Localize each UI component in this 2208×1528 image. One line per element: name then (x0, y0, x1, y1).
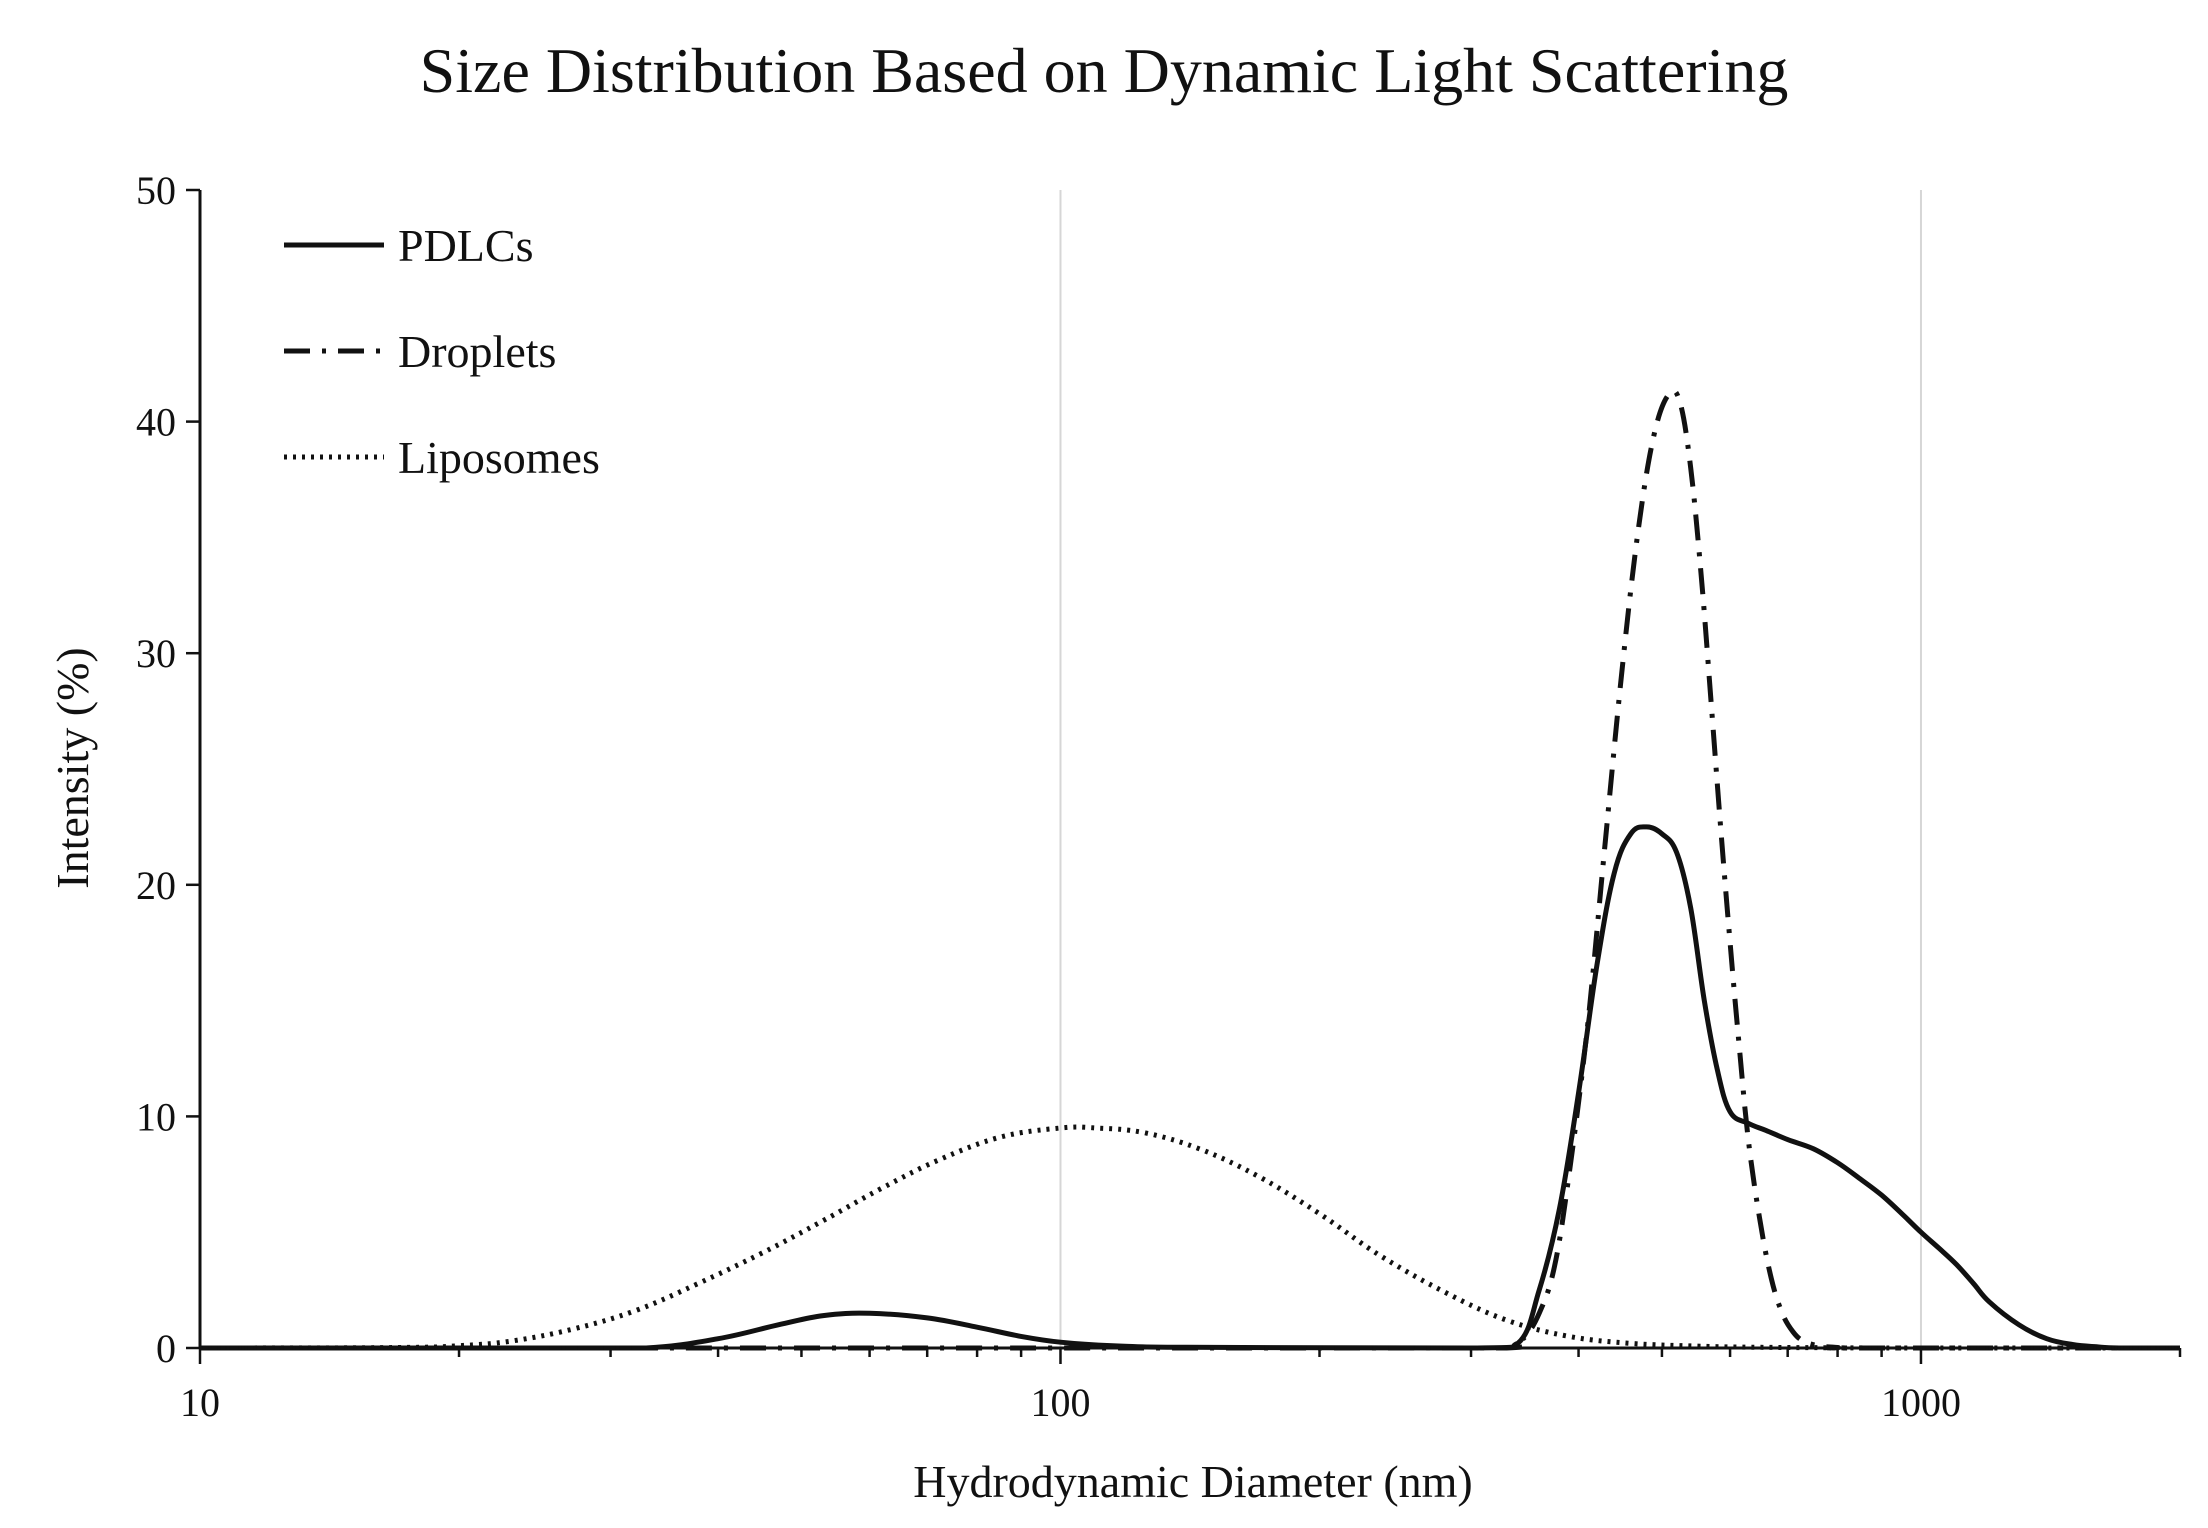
x-tick-label-100: 100 (1030, 1380, 1090, 1425)
legend-label-droplets: Droplets (398, 326, 556, 377)
y-tick-label-20: 20 (136, 863, 176, 908)
y-tick-label-50: 50 (136, 168, 176, 213)
chart-title: Size Distribution Based on Dynamic Light… (420, 35, 1789, 106)
data-series (199, 388, 2180, 1351)
y-tick-label-40: 40 (136, 400, 176, 445)
y-tick-label-30: 30 (136, 631, 176, 676)
y-tick-label-10: 10 (136, 1094, 176, 1139)
x-axis-label: Hydrodynamic Diameter (nm) (913, 1456, 1472, 1507)
legend-label-pdlcs: PDLCs (398, 220, 533, 271)
x-tick-label-10: 10 (180, 1380, 220, 1425)
series-line-liposomes (199, 1124, 2180, 1351)
y-axis-label: Intensity (%) (47, 647, 98, 888)
legend-label-liposomes: Liposomes (398, 432, 600, 483)
grid-lines (1059, 190, 1922, 1348)
x-tick-label-1000: 1000 (1881, 1380, 1961, 1425)
series-line-pdlcs (199, 824, 2180, 1351)
series-line-droplets (199, 388, 2180, 1351)
y-tick-label-0: 0 (156, 1326, 176, 1371)
legend: PDLCs Droplets Liposomes (284, 220, 600, 483)
